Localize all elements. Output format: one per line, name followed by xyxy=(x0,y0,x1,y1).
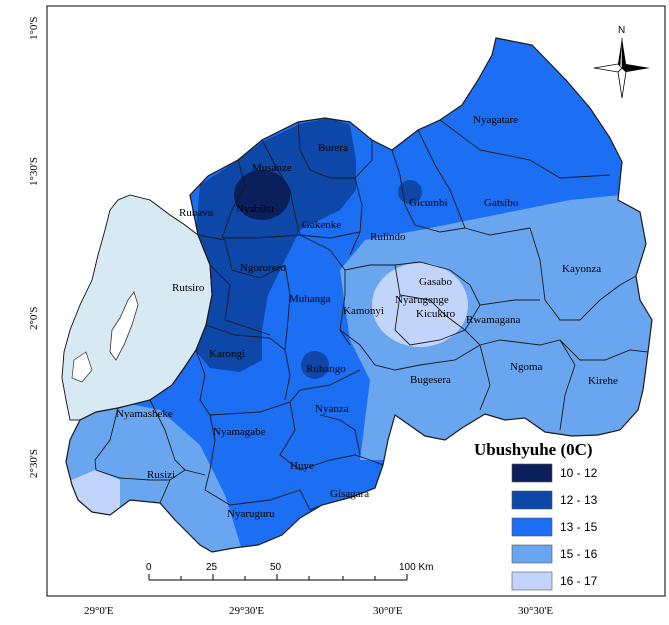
label-nyamasheke: Nyamasheke xyxy=(116,408,173,420)
label-ngoma: Ngoma xyxy=(510,361,543,373)
label-gatsibo: Gatsibo xyxy=(484,197,519,209)
lon-label-29-30: 29°30'E xyxy=(229,605,264,617)
label-kirehe: Kirehe xyxy=(588,375,618,387)
label-rwamagana: Rwamagana xyxy=(466,314,520,326)
legend-label-1: 10 - 12 xyxy=(560,466,598,480)
zone-15-16-east xyxy=(340,195,652,460)
label-ruhango: Ruhango xyxy=(306,363,346,375)
zone-10-12-musanze xyxy=(234,170,290,220)
label-nyanza: Nyanza xyxy=(315,403,349,415)
label-ngororero: Ngororero xyxy=(240,262,286,274)
legend-label-4: 15 - 16 xyxy=(560,547,598,561)
lake-kivu-shore xyxy=(61,194,213,421)
label-rubavu: Rubavu xyxy=(179,207,214,219)
idjwi-island xyxy=(109,291,139,361)
label-rutsiro: Rutsiro xyxy=(172,282,205,294)
lon-label-29-0: 29°0'E xyxy=(84,605,114,617)
legend-swatch-2 xyxy=(511,490,553,510)
scale-label-0: 0 xyxy=(146,562,152,573)
north-label: N xyxy=(618,25,625,36)
legend-swatch-1 xyxy=(511,463,553,483)
lake-shore-island xyxy=(71,351,93,383)
scale-label-100: 100 Km xyxy=(399,562,433,573)
lat-label-2-30: 2°30'S xyxy=(28,449,40,478)
label-musanze: Musanze xyxy=(252,162,292,174)
legend: Ubushyuhe (0C) 10 - 12 12 - 13 13 - 15 15 -… xyxy=(474,440,598,591)
lon-label-30-30: 30°30'E xyxy=(518,605,553,617)
lat-label-2-0: 2°0'S xyxy=(28,307,40,331)
scale-bar: 0 25 50 100 Km xyxy=(146,562,433,581)
label-nyamagabe: Nyamagabe xyxy=(213,426,266,438)
label-kamonyi: Kamonyi xyxy=(343,305,384,317)
zone-16-17-rusizi xyxy=(66,470,120,530)
legend-title: Ubushyuhe (0C) xyxy=(474,440,593,459)
label-rusizi: Rusizi xyxy=(147,469,175,481)
legend-label-5: 16 - 17 xyxy=(560,574,598,588)
lon-label-30-0: 30°0'E xyxy=(373,605,403,617)
label-rulindo: Rulindo xyxy=(370,231,406,243)
zone-12-13-ruhango xyxy=(301,351,329,379)
label-nyagatare: Nyagatare xyxy=(473,114,518,126)
label-gakenke: Gakenke xyxy=(302,219,341,231)
legend-label-3: 13 - 15 xyxy=(560,520,598,534)
lat-label-1-30: 1°30'S xyxy=(28,157,40,186)
label-karongi: Karongi xyxy=(209,348,245,360)
label-gicumbi: Gicumbi xyxy=(409,197,448,209)
label-burera: Burera xyxy=(318,142,348,154)
scale-label-50: 50 xyxy=(270,562,282,573)
map-frame xyxy=(46,5,666,597)
lat-label-1-0: 1°0'S xyxy=(28,17,40,41)
legend-swatch-5 xyxy=(511,571,553,591)
label-nyarugenge: Nyarugenge xyxy=(395,294,449,306)
label-bugesera: Bugesera xyxy=(410,374,451,386)
scale-label-25: 25 xyxy=(206,562,218,573)
graticule-labels: 1°0'S 1°30'S 2°0'S 2°30'S 29°0'E 29°30'E… xyxy=(28,17,553,618)
label-huye: Huye xyxy=(290,460,314,472)
district-boundaries xyxy=(65,37,653,553)
label-nyabihu: Nyabihu xyxy=(236,203,274,215)
legend-label-2: 12 - 13 xyxy=(560,493,598,507)
label-nyaruguru: Nyaruguru xyxy=(227,508,275,520)
label-gisagara: Gisagara xyxy=(330,488,369,500)
label-kayonza: Kayonza xyxy=(562,263,601,275)
label-muhanga: Muhanga xyxy=(289,293,331,305)
legend-swatch-4 xyxy=(511,544,553,564)
label-gasabo: Gasabo xyxy=(419,276,452,288)
north-arrow: N xyxy=(593,25,650,99)
legend-swatch-3 xyxy=(511,517,553,537)
zone-12-13-northwest xyxy=(190,118,356,372)
label-kicukiro: Kicukiro xyxy=(416,308,456,320)
district-labels: Nyagatare Burera Musanze Nyabihu Gicumbi… xyxy=(116,114,618,520)
